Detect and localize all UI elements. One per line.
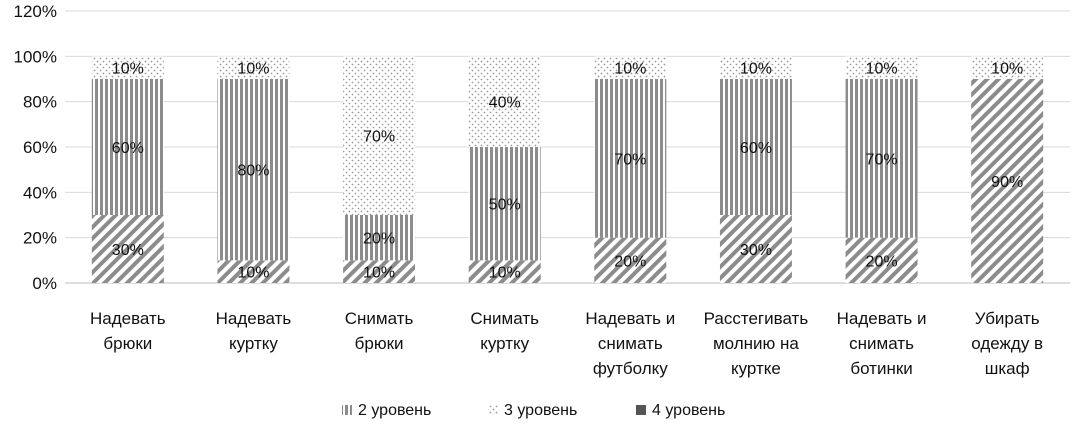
x-category-label: куртку bbox=[480, 334, 529, 353]
legend-label: 3 уровень bbox=[504, 402, 577, 419]
data-label: 10% bbox=[740, 61, 772, 78]
bar-segment-s3 bbox=[594, 56, 667, 79]
bar-segment-s4 bbox=[468, 260, 541, 283]
data-label: 70% bbox=[363, 129, 395, 146]
data-label: 10% bbox=[237, 61, 269, 78]
data-label: 20% bbox=[866, 253, 898, 270]
bar-segment-s4 bbox=[343, 260, 416, 283]
legend: 2 уровень 3 уровень 4 уровень bbox=[342, 402, 725, 419]
data-label: 20% bbox=[363, 231, 395, 248]
bar-segment-s3 bbox=[971, 56, 1044, 79]
bar-segment-s3 bbox=[468, 56, 541, 148]
data-label: 10% bbox=[866, 61, 898, 78]
bar-segment-s2 bbox=[217, 79, 290, 261]
x-category-label: Убирать bbox=[975, 309, 1040, 328]
data-label: 30% bbox=[740, 242, 772, 259]
y-tick-label: 100% bbox=[14, 47, 57, 66]
bar-segment-s2 bbox=[594, 79, 667, 238]
data-label: 10% bbox=[489, 265, 521, 282]
bar-segment-s2 bbox=[91, 79, 164, 215]
x-category-label: ботинки bbox=[850, 359, 912, 378]
data-label: 10% bbox=[614, 61, 646, 78]
x-category-label: футболку bbox=[593, 359, 668, 378]
bar-segment-s2 bbox=[719, 79, 792, 215]
data-label: 90% bbox=[991, 174, 1023, 191]
legend-label: 4 уровень bbox=[652, 402, 725, 419]
x-category-label: шкаф bbox=[985, 359, 1030, 378]
bar-segment-s4 bbox=[845, 237, 918, 283]
bar-segment-s4 bbox=[217, 260, 290, 283]
bar-segment-s2 bbox=[468, 147, 541, 261]
x-category-label: снимать bbox=[598, 334, 663, 353]
y-axis: 0% 20% 40% 60% 80% 100% 120% bbox=[14, 2, 57, 293]
bar-segment-s3 bbox=[91, 56, 164, 79]
data-label: 50% bbox=[489, 197, 521, 214]
y-tick-label: 0% bbox=[32, 274, 57, 293]
data-label: 10% bbox=[991, 61, 1023, 78]
x-category-label: Надевать и bbox=[837, 309, 927, 328]
bar-segment-s2 bbox=[343, 215, 416, 261]
data-label: 30% bbox=[112, 242, 144, 259]
gridlines bbox=[65, 10, 1070, 284]
bar-segment-s4 bbox=[971, 79, 1044, 283]
x-category-label: Расстегивать bbox=[704, 309, 809, 328]
data-label: 10% bbox=[363, 265, 395, 282]
y-tick-label: 80% bbox=[23, 93, 57, 112]
data-label: 60% bbox=[112, 140, 144, 157]
x-category-label: брюки bbox=[103, 334, 152, 353]
x-category-label: одежду в bbox=[971, 334, 1043, 353]
data-label: 40% bbox=[489, 95, 521, 112]
bar-segment-s3 bbox=[217, 56, 290, 79]
x-category-label: Надевать и bbox=[585, 309, 675, 328]
x-category-label: Надевать bbox=[90, 309, 166, 328]
data-label: 60% bbox=[740, 140, 772, 157]
x-category-label: молнию на bbox=[713, 334, 799, 353]
y-tick-label: 20% bbox=[23, 229, 57, 248]
y-tick-label: 40% bbox=[23, 183, 57, 202]
bar-segment-s3 bbox=[845, 56, 918, 79]
legend-label: 2 уровень bbox=[358, 402, 431, 419]
data-label: 70% bbox=[614, 151, 646, 168]
bar-segment-s3 bbox=[719, 56, 792, 79]
legend-swatch-dots bbox=[488, 405, 498, 415]
legend-swatch-vert bbox=[342, 405, 352, 415]
data-label: 10% bbox=[237, 265, 269, 282]
bar-segment-s4 bbox=[719, 215, 792, 283]
data-label: 80% bbox=[237, 163, 269, 180]
data-label: 20% bbox=[614, 253, 646, 270]
x-category-label: Надевать bbox=[216, 309, 292, 328]
x-category-label: Снимать bbox=[470, 309, 539, 328]
x-category-label: Снимать bbox=[345, 309, 414, 328]
y-tick-label: 120% bbox=[14, 2, 57, 21]
x-axis: Надевать брюки Надевать куртку Снимать брюки С… bbox=[90, 309, 1043, 378]
bars: 30% 60% 10% 10% 80% 10% 10% 20% 70% 10% 50% 40% 20% 7… bbox=[91, 56, 1044, 283]
x-category-label: куртке bbox=[731, 359, 781, 378]
y-tick-label: 60% bbox=[23, 138, 57, 157]
x-category-label: куртку bbox=[229, 334, 278, 353]
bar-segment-s4 bbox=[594, 237, 667, 283]
x-category-label: брюки bbox=[355, 334, 404, 353]
data-label: 70% bbox=[866, 151, 898, 168]
x-category-label: снимать bbox=[849, 334, 914, 353]
bar-segment-s2 bbox=[845, 79, 918, 238]
data-label: 10% bbox=[112, 61, 144, 78]
bar-segment-s4 bbox=[91, 215, 164, 283]
bar-segment-s3 bbox=[343, 56, 416, 216]
legend-swatch-solid bbox=[636, 405, 646, 415]
